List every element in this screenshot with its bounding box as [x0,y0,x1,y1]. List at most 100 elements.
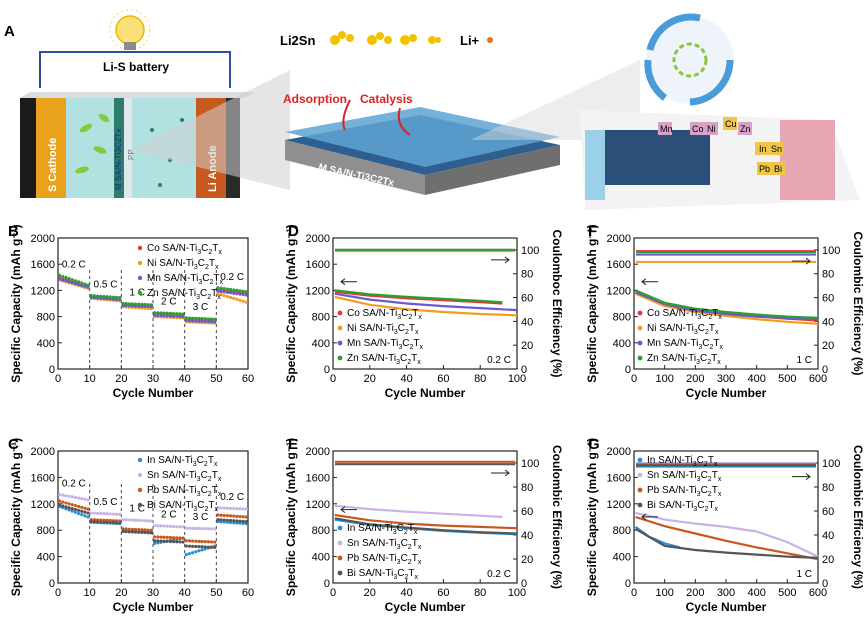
data-point [209,545,214,549]
data-point [203,545,207,549]
y-tick-label: 2000 [607,446,631,458]
data-point [149,303,154,307]
x-tick-label: 200 [686,373,704,385]
data-point [181,315,185,319]
plot-frame [332,450,518,584]
data-point [200,317,204,321]
data-point [238,292,242,296]
data-point [102,294,106,299]
catalytic-cycle-icon [644,13,734,106]
battery-wire [39,51,231,88]
y-tick-label: 1600 [31,472,55,484]
x-tick-label: 60 [437,587,449,599]
x-tick-label: 300 [717,373,735,385]
legend-marker [337,525,343,531]
ptable-in: In [759,144,767,154]
data-point [159,311,163,315]
x-tick-label: 50 [210,587,222,599]
data-point [70,507,74,511]
ptable-ni: Ni [707,124,716,134]
x-tick-label: 60 [242,587,254,599]
data-point [162,539,166,543]
data-point [187,552,192,556]
ptable-zn: Zn [740,124,751,134]
data-point [228,506,233,510]
data-point [111,521,116,525]
data-point [99,511,103,516]
data-point [238,514,242,519]
y-tick-label: 0 [49,578,55,590]
data-point [57,273,62,277]
x-tick-label: 100 [655,587,673,599]
polysulfide-icons [330,31,441,45]
y-tick-label: 2000 [31,233,55,245]
legend-marker [137,260,143,266]
data-point [194,539,198,543]
legend-label: Co SA/N-Ti3C2Tx [647,308,722,321]
data-point [111,512,116,516]
data-point [244,520,249,524]
data-point [235,297,239,301]
data-point [64,505,68,509]
y-tick-label: 400 [613,552,631,564]
data-point [86,283,90,287]
data-point [228,514,233,518]
battery-title: Li-S battery [103,60,169,74]
data-point [168,311,173,315]
y2-tick-label: 60 [822,293,834,305]
data-point [121,527,125,531]
data-point [238,507,242,511]
data-point [86,507,90,511]
data-point [80,509,84,513]
data-point [73,282,78,286]
data-point [200,526,204,531]
rate-label: 0.2 C [220,492,244,503]
data-point [178,314,182,319]
legend-label: Pb SA/N-Ti3C2Tx [147,485,222,498]
x-tick-label: 500 [778,373,796,385]
data-point [232,519,236,523]
data-point [127,530,131,534]
data-point [70,278,74,282]
plot-frame [332,237,518,370]
data-point [133,530,138,534]
data-point [149,531,154,535]
data-point [178,312,182,316]
legend-label: Pb SA/N-Ti3C2Tx [347,553,422,566]
y-tick-label: 1600 [607,472,631,484]
data-point [99,520,103,524]
x-tick-label: 0 [631,373,637,385]
y2-tick-label: 20 [822,554,834,566]
rate-annotation: 0.2 C [487,355,511,366]
ptable-sn: Sn [771,144,782,154]
rate-label: 0.2 C [62,479,86,490]
data-point [175,540,179,544]
panel-a-label: A [4,23,15,40]
data-point [83,497,87,501]
separator-block: M SA/N-Ti3C2Tx PP Separator [285,107,560,204]
data-point [146,528,150,532]
y-tick-label: 1600 [31,259,55,271]
arrow-right-icon [491,256,510,264]
y-tick-label: 2000 [306,446,330,458]
data-point [225,287,230,291]
x-tick-label: 100 [508,587,526,599]
data-point [121,518,125,522]
data-point [194,544,198,549]
legend-marker [337,540,343,546]
y-tick-label: 800 [613,312,631,324]
data-point [162,314,166,318]
data-point [219,506,223,510]
data-point [203,317,207,321]
y2-axis-label: Coulombic Efficiency (%) [851,445,865,589]
y-tick-label: 2000 [31,446,55,458]
x-axis-label: Cycle Number [385,386,466,400]
arrow-right-icon [792,473,811,480]
data-point [165,311,169,315]
arrow-left-icon [340,506,357,514]
legend-label: In SA/N-Ti3C2Tx [347,523,418,536]
data-point [124,518,128,522]
legend-marker [137,245,143,251]
adsorption-arrow [342,99,351,131]
legend-marker [137,275,143,281]
